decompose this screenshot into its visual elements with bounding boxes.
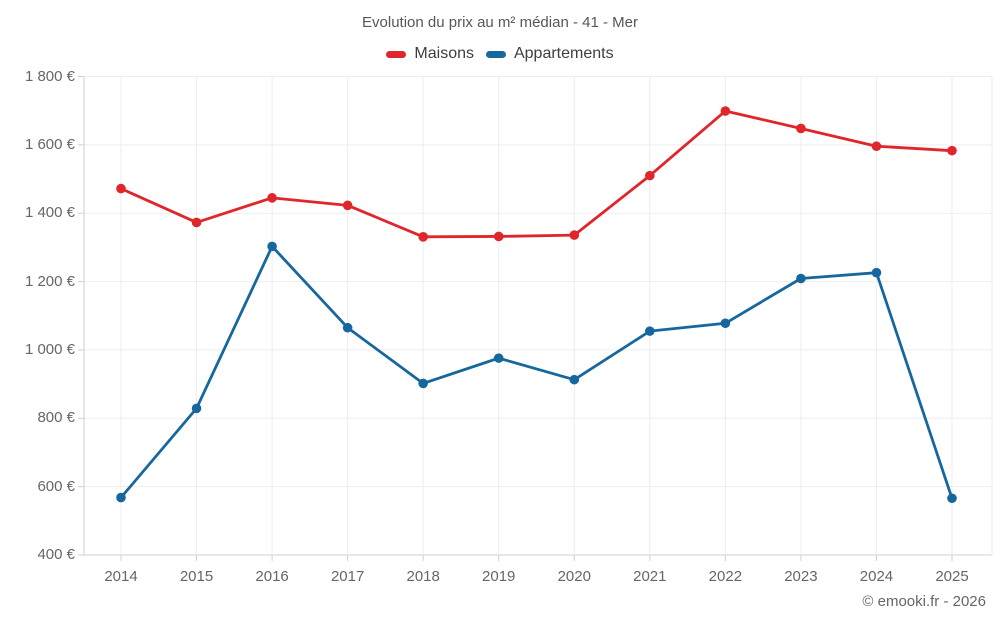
maisons-point[interactable] bbox=[645, 170, 655, 181]
y-axis-label: 1 200 € bbox=[24, 272, 75, 290]
x-axis-label: 2024 bbox=[859, 568, 894, 585]
appartements-point[interactable] bbox=[493, 353, 504, 363]
maisons-point[interactable] bbox=[720, 106, 731, 116]
y-axis-label: 1 000 € bbox=[24, 340, 75, 358]
credits-link[interactable]: © emooki.fr - 2026 bbox=[862, 593, 986, 610]
x-axis-label: 2018 bbox=[406, 568, 440, 585]
x-axis-label: 2019 bbox=[482, 568, 516, 585]
appartements-point[interactable] bbox=[267, 241, 277, 252]
appartements-point[interactable] bbox=[116, 492, 126, 503]
maisons-point[interactable] bbox=[191, 217, 202, 228]
maisons-swatch-icon bbox=[386, 50, 407, 58]
maisons-point[interactable] bbox=[267, 193, 277, 203]
x-axis-label: 2021 bbox=[633, 568, 667, 585]
y-axis-label: 400 € bbox=[37, 546, 75, 563]
legend-label-maisons: Maisons bbox=[414, 45, 474, 62]
appartements-point[interactable] bbox=[418, 378, 428, 389]
x-axis-label: 2015 bbox=[179, 568, 214, 585]
appartements-point[interactable] bbox=[947, 493, 957, 504]
appartements-point[interactable] bbox=[342, 322, 353, 333]
appartements-point[interactable] bbox=[871, 267, 882, 278]
y-axis-label: 800 € bbox=[37, 409, 75, 427]
legend-item-appartements[interactable]: Appartements bbox=[485, 45, 614, 63]
maisons-point[interactable] bbox=[342, 200, 353, 211]
appartements-line bbox=[119, 244, 954, 500]
maisons-point[interactable] bbox=[871, 141, 882, 152]
maisons-point[interactable] bbox=[493, 231, 504, 242]
legend-label-appartements: Appartements bbox=[513, 45, 614, 62]
appartements-point[interactable] bbox=[796, 273, 806, 284]
y-axis-label: 1 400 € bbox=[24, 204, 75, 222]
appartements-swatch-icon bbox=[485, 50, 506, 58]
appartements-point[interactable] bbox=[569, 374, 580, 385]
x-axis-label: 2025 bbox=[935, 568, 969, 585]
x-axis-label: 2017 bbox=[330, 568, 365, 585]
appartements-point[interactable] bbox=[191, 403, 202, 414]
maisons-point[interactable] bbox=[418, 231, 428, 242]
y-axis-label: 600 € bbox=[37, 477, 75, 495]
y-axis-label: 1 800 € bbox=[24, 67, 75, 85]
legend-item-maisons[interactable]: Maisons bbox=[386, 45, 474, 63]
maisons-point[interactable] bbox=[796, 123, 806, 134]
maisons-point[interactable] bbox=[116, 183, 126, 194]
x-axis-label: 2022 bbox=[708, 568, 743, 585]
x-axis-label: 2023 bbox=[784, 568, 818, 585]
appartements-point[interactable] bbox=[720, 318, 731, 329]
x-axis-label: 2016 bbox=[255, 568, 289, 585]
maisons-point[interactable] bbox=[569, 230, 580, 240]
appartements-point[interactable] bbox=[645, 326, 655, 336]
chart-title: Evolution du prix au m² médian - 41 - Me… bbox=[362, 14, 638, 31]
chart-legend: Maisons Appartements bbox=[0, 45, 1000, 63]
y-axis-label: 1 600 € bbox=[24, 135, 75, 153]
maisons-point[interactable] bbox=[947, 145, 957, 156]
x-axis-label: 2020 bbox=[557, 568, 591, 585]
maisons-line bbox=[119, 109, 954, 239]
x-axis-label: 2014 bbox=[104, 568, 138, 585]
